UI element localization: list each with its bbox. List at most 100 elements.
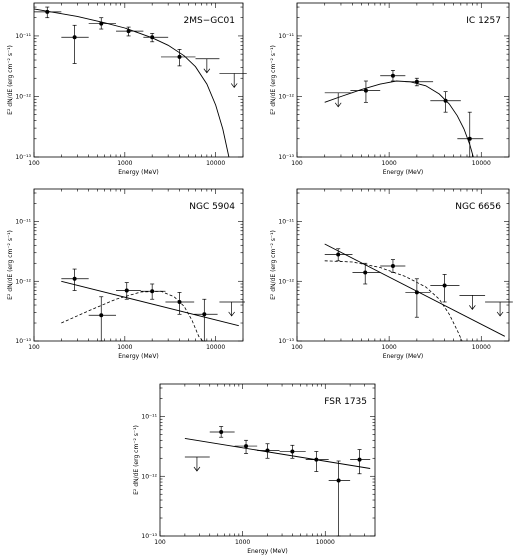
upper-limit	[219, 301, 245, 317]
data-point	[194, 298, 218, 342]
data-marker	[177, 54, 182, 59]
model-curve-solid	[61, 280, 239, 327]
y-tick-label: 10⁻¹²	[141, 473, 157, 480]
x-tick-label: 100	[291, 160, 303, 167]
data-marker	[363, 88, 368, 93]
y-tick-label: 10⁻¹²	[278, 93, 294, 100]
data-marker	[443, 98, 448, 103]
panel-title: FSR 1735	[324, 397, 367, 407]
data-marker	[290, 449, 295, 454]
arrow-down-icon	[469, 305, 476, 310]
y-tick-label: 10⁻¹¹	[278, 219, 294, 226]
data-marker	[99, 313, 104, 318]
chart-panel: 100 1000 10000 10⁻¹¹ 10⁻¹² 10⁻¹³ Energy (MeV) E…	[270, 188, 513, 360]
arrow-down-icon	[203, 68, 211, 74]
data-marker	[219, 430, 224, 435]
x-tick-label: 100	[28, 160, 40, 167]
data-point	[209, 426, 235, 438]
x-tick-label: 1000	[235, 539, 250, 546]
x-tick-label: 1000	[117, 344, 132, 351]
data-marker	[357, 457, 362, 462]
data-point	[305, 451, 329, 472]
data-marker	[265, 448, 270, 453]
data-point	[234, 439, 258, 454]
data-point	[140, 283, 166, 300]
y-axis-title: E² dN/dE (erg cm⁻² s⁻¹)	[270, 230, 277, 300]
y-tick-label: 10⁻¹²	[278, 278, 294, 285]
y-tick-label: 10⁻¹¹	[15, 33, 31, 40]
chart-panel: 100 1000 10000 10⁻¹¹ 10⁻¹² 10⁻¹³ Energy (MeV) E…	[7, 188, 245, 360]
data-marker	[467, 136, 472, 141]
data-point	[324, 248, 353, 262]
data-point	[405, 77, 434, 87]
data-marker	[336, 252, 341, 257]
x-tick-label: 100	[154, 539, 166, 546]
data-point	[430, 274, 460, 303]
x-tick-label: 1000	[381, 160, 396, 167]
data-point	[88, 296, 117, 342]
y-tick-label: 10⁻¹²	[15, 93, 31, 100]
arrow-down-icon	[228, 311, 235, 317]
y-tick-label: 10⁻¹¹	[15, 219, 31, 226]
chart-panel: 100 1000 10000 10⁻¹¹ 10⁻¹² 10⁻¹³ Energy (MeV) E…	[133, 383, 376, 555]
arrow-down-icon	[496, 311, 504, 317]
data-point	[257, 443, 280, 459]
data-marker	[150, 35, 155, 40]
data-marker	[150, 289, 155, 294]
data-marker	[442, 283, 447, 288]
x-axis-title: Energy (MeV)	[383, 353, 424, 360]
panel-title: NGC 5904	[189, 202, 235, 212]
panel-title: IC 1257	[466, 16, 501, 26]
chart-panel: 100 1000 10000 10⁻¹¹ 10⁻¹² 10⁻¹³ Energy (MeV) E…	[7, 2, 247, 176]
y-tick-label: 10⁻¹¹	[278, 33, 294, 40]
data-point	[328, 460, 351, 537]
upper-limit	[184, 456, 210, 472]
data-point	[61, 24, 89, 64]
data-marker	[99, 21, 104, 26]
data-marker	[314, 457, 319, 462]
data-marker	[390, 73, 395, 78]
y-tick-label: 10⁻¹³	[15, 338, 31, 345]
data-point	[380, 70, 406, 82]
x-tick-label: 10000	[316, 539, 335, 546]
x-axis-title: Energy (MeV)	[118, 169, 159, 176]
model-curve-dashed	[324, 260, 463, 342]
y-tick-label: 10⁻¹³	[278, 338, 294, 345]
y-tick-label: 10⁻¹³	[278, 154, 294, 161]
data-point	[430, 91, 461, 113]
data-point	[380, 259, 406, 273]
data-marker	[126, 29, 131, 34]
y-tick-label: 10⁻¹³	[15, 154, 31, 161]
data-point	[350, 80, 381, 103]
data-point	[160, 49, 196, 67]
x-tick-label: 10000	[472, 160, 491, 167]
x-tick-label: 1000	[117, 160, 132, 167]
x-tick-label: 10000	[206, 160, 225, 167]
y-tick-label: 10⁻¹²	[15, 278, 31, 285]
y-axis-title: E² dN/dE (erg cm⁻² s⁻¹)	[270, 45, 277, 115]
data-marker	[414, 79, 419, 84]
x-tick-label: 1000	[381, 344, 396, 351]
upper-limit	[459, 295, 486, 310]
data-marker	[363, 270, 368, 275]
data-point	[34, 6, 62, 19]
data-point	[116, 282, 141, 300]
x-tick-label: 10000	[206, 344, 225, 351]
data-point	[116, 26, 144, 37]
chart-panel: 100 1000 10000 10⁻¹¹ 10⁻¹² 10⁻¹³ Energy (MeV) E…	[270, 2, 510, 176]
data-marker	[244, 444, 249, 449]
x-tick-label: 10000	[472, 344, 491, 351]
model-curve-solid	[33, 8, 230, 158]
data-marker	[124, 288, 129, 293]
x-axis-title: Energy (MeV)	[118, 353, 159, 360]
y-axis-title: E² dN/dE (erg cm⁻² s⁻¹)	[133, 425, 140, 495]
arrow-down-icon	[193, 466, 201, 472]
y-axis-title: E² dN/dE (erg cm⁻² s⁻¹)	[7, 45, 14, 115]
model-curve-solid	[184, 437, 371, 469]
arrow-down-icon	[334, 102, 342, 108]
model-curve-dashed	[61, 290, 204, 342]
plot-frame	[296, 2, 510, 158]
model-curve-solid	[324, 80, 474, 158]
model-curve-solid	[324, 243, 506, 337]
